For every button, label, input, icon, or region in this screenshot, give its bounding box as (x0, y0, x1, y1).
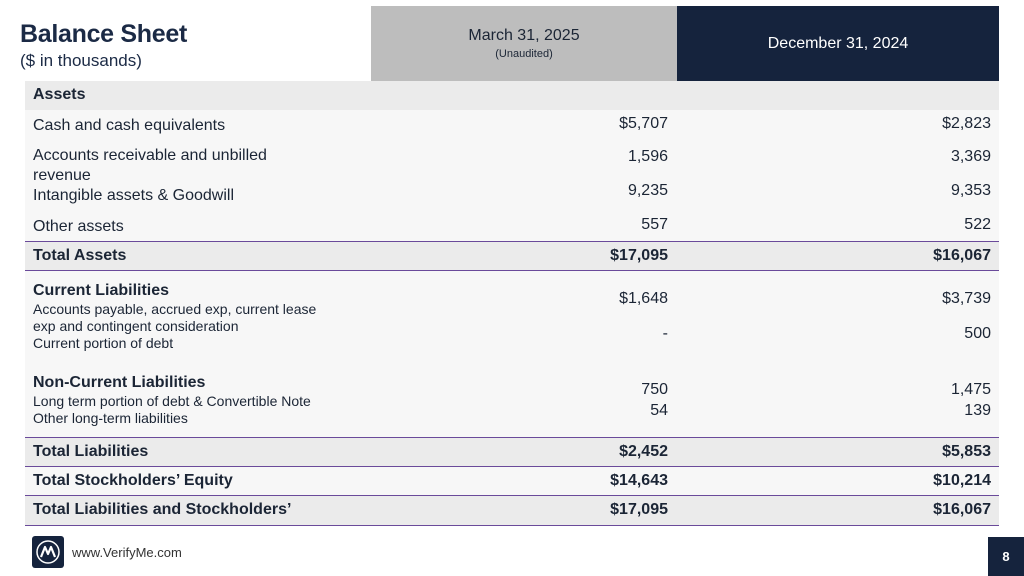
cell-value: $3,739 (942, 290, 991, 307)
cell-value: $5,853 (942, 443, 991, 460)
row-label: Accounts payable, accrued exp, current l… (33, 301, 317, 317)
row-label: Cash and cash equivalents (33, 117, 226, 134)
row-label: Other assets (33, 218, 124, 235)
cell-value: $16,067 (933, 501, 991, 518)
cell-value: 750 (641, 381, 668, 398)
column-header-march-2025: March 31, 2025 (Unaudited) (371, 6, 677, 81)
total-liabilities-row: Total Liabilities $2,452 $5,853 (25, 437, 999, 467)
row-label: Total Liabilities and Stockholders’ (33, 501, 292, 518)
footer-url[interactable]: www.VerifyMe.com (72, 545, 182, 560)
column-header-date: March 31, 2025 (468, 27, 580, 44)
cell-value: $2,452 (619, 443, 668, 460)
row-label: Total Stockholders’ Equity (33, 472, 233, 489)
row-label: Total Assets (33, 247, 127, 264)
row-label: Current portion of debt (33, 335, 174, 351)
cell-value: - (662, 325, 668, 342)
row-label: Other long-term liabilities (33, 410, 188, 426)
cell-value: 54 (650, 402, 668, 419)
assets-block: Cash and cash equivalents $5,707 $2,823 … (25, 110, 999, 241)
verifyme-logo-icon (32, 536, 64, 568)
cell-value: $2,823 (942, 115, 991, 132)
row-label: Accounts receivable and unbilled (33, 147, 267, 164)
column-header-december-2024: December 31, 2024 (677, 6, 999, 81)
cell-value: $1,648 (619, 290, 668, 307)
cell-value: 557 (641, 216, 668, 233)
cell-value: 3,369 (950, 148, 991, 165)
row-label: exp and contingent consideration (33, 318, 239, 334)
cell-value: 1,475 (950, 381, 991, 398)
page-subtitle: ($ in thousands) (20, 51, 142, 70)
cell-value: 522 (964, 216, 991, 233)
row-label: revenue (33, 167, 91, 184)
column-header-date: December 31, 2024 (767, 34, 909, 52)
assets-section-header: Assets (25, 81, 999, 110)
cell-value: $14,643 (610, 472, 668, 489)
cell-value: 1,596 (627, 148, 668, 165)
row-label: Total Liabilities (33, 443, 149, 460)
row-label: Intangible assets & Goodwill (33, 187, 234, 204)
column-header-note: (Unaudited) (495, 48, 553, 60)
cell-value: 9,353 (950, 182, 991, 199)
total-equity-row: Total Stockholders’ Equity $14,643 $10,2… (25, 467, 999, 496)
page-title: Balance Sheet (20, 20, 188, 48)
cell-value: 500 (964, 325, 991, 342)
section-heading: Non-Current Liabilities (33, 374, 206, 391)
cell-value: $17,095 (610, 501, 668, 518)
page-number: 8 (988, 537, 1024, 576)
cell-value: $5,707 (619, 115, 668, 132)
cell-value: $10,214 (933, 472, 991, 489)
title-block: Balance Sheet ($ in thousands) (20, 20, 187, 71)
total-assets-row: Total Assets $17,095 $16,067 (25, 241, 999, 271)
total-liabilities-equity-row: Total Liabilities and Stockholders’ $17,… (25, 496, 999, 526)
cell-value: $17,095 (610, 247, 668, 264)
cell-value: 139 (964, 402, 991, 419)
cell-value: 9,235 (627, 182, 668, 199)
section-label: Assets (33, 86, 86, 103)
section-heading: Current Liabilities (33, 282, 170, 299)
liabilities-block: Current Liabilities Accounts payable, ac… (25, 271, 999, 437)
cell-value: $16,067 (933, 247, 991, 264)
row-label: Long term portion of debt & Convertible … (33, 393, 311, 409)
